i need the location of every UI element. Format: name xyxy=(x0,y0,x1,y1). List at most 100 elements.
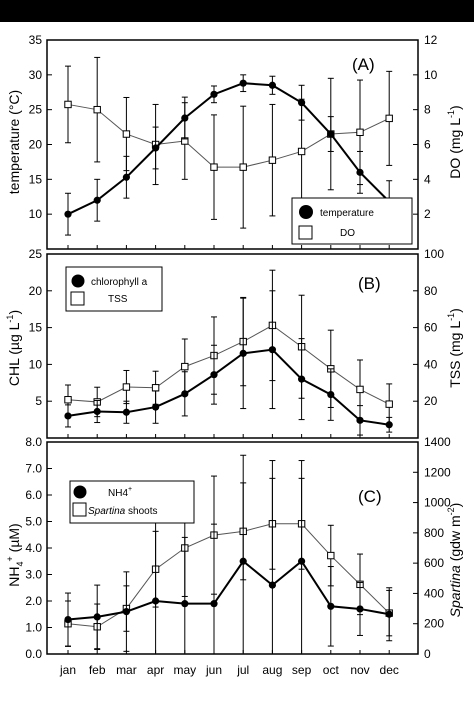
nh4-axis-label: NH4+ (µM) xyxy=(5,523,25,586)
panel-b-tss-point xyxy=(385,400,393,408)
x-tick-label-jun: jun xyxy=(205,663,222,677)
panel-b-chlorophyll-a-point xyxy=(152,403,160,411)
panel-c-right-tick-label: 1000 xyxy=(424,496,451,510)
panel-a-temperature-point xyxy=(64,210,72,218)
panel-a-right-tick-label: 10 xyxy=(424,68,438,82)
panel-b-chlorophyll-a-point xyxy=(210,371,218,379)
panel-a-temperature-point xyxy=(268,81,276,89)
legend-a-do-marker xyxy=(298,225,313,240)
panel-c-nh4-point xyxy=(327,602,335,610)
panel-a-do-point xyxy=(356,128,364,137)
panel-b-left-tick-label: 10 xyxy=(29,357,43,371)
x-tick-label-oct: oct xyxy=(323,663,340,677)
x-tick-label-jan: jan xyxy=(59,663,76,677)
panel-a-temperature-point xyxy=(210,90,218,98)
panel-a-do-point xyxy=(297,147,306,156)
panel-a-do-line xyxy=(67,103,390,168)
panel-a-right-tick-label: 12 xyxy=(424,33,438,47)
legend-a-temperature-marker xyxy=(299,205,313,219)
panel-a-temperature-line xyxy=(67,82,390,216)
legend-a-do-label: DO xyxy=(340,228,355,239)
panel-a-left-tick-label: 15 xyxy=(29,172,43,186)
panel-b-tss-point xyxy=(356,385,364,394)
legend-c-nh4-label: NH4+ xyxy=(108,486,132,499)
x-tick-label-feb: feb xyxy=(89,663,106,677)
panel-c-left-tick-label: 0.0 xyxy=(25,647,42,661)
panel-c-left-tick-label: 2.0 xyxy=(25,594,42,608)
panel-c-nh4-point xyxy=(239,557,247,565)
legend-b: chlorophyll a TSS xyxy=(65,266,163,312)
panel-a-temperature-point xyxy=(152,144,160,152)
panel-c-right-tick-label: 1200 xyxy=(424,465,451,479)
panel-b-right-tick-label: 20 xyxy=(424,394,438,408)
panel-c-spartina-shoots-point xyxy=(327,551,335,560)
panel-b-tss-point xyxy=(122,383,131,391)
panel-b-tss-point xyxy=(181,362,189,371)
x-tick-label-mar: mar xyxy=(116,663,137,677)
panel-a-do-point xyxy=(239,163,247,171)
panel-c-nh4-point xyxy=(64,615,72,624)
panel-a-do-point xyxy=(210,163,218,171)
panel-a-temperature-point xyxy=(327,130,335,138)
panel-a-temperature-point xyxy=(122,173,130,181)
panel-a-right-tick-label: 4 xyxy=(424,172,431,186)
panel-c-right-tick-label: 800 xyxy=(424,526,444,540)
panel-c-left-tick-label: 8.0 xyxy=(25,435,42,449)
panel-b-chlorophyll-a-point xyxy=(181,390,189,398)
panel-c-left-tick-label: 4.0 xyxy=(25,541,42,555)
panel-c-right-tick-label: 400 xyxy=(424,586,444,600)
panel-b-chlorophyll-a-point xyxy=(327,390,335,399)
panel-c-nh4-point xyxy=(385,610,393,618)
x-tick-label-dec: dec xyxy=(380,663,399,677)
panel-c-left-tick-label: 5.0 xyxy=(25,515,42,529)
panel-c-nh4-point xyxy=(298,557,306,565)
panel-a-temperature-point xyxy=(298,99,306,107)
panel-b-chlorophyll-a-point xyxy=(239,349,247,357)
panel-a-temperature-point xyxy=(239,79,247,87)
panel-c-spartina-shoots-line xyxy=(67,523,390,628)
panel-b-right-tick-label: 80 xyxy=(424,284,438,298)
panel-b-frame xyxy=(46,253,419,439)
panel-b-chlorophyll-a-point xyxy=(298,375,306,383)
panel-b-left-tick-label: 15 xyxy=(29,321,43,335)
panel-b-chlorophyll-a-point xyxy=(64,412,72,420)
panel-b-chlorophyll-a-point xyxy=(122,408,130,416)
panel-b-label: (B) xyxy=(358,274,381,293)
panel-a-right-tick-label: 8 xyxy=(424,103,431,117)
panel-b-left-tick-label: 20 xyxy=(29,284,43,298)
legend-c: NH4+ Spartina shoots xyxy=(69,480,195,524)
panel-c-nh4-line xyxy=(67,559,390,621)
legend-c-spartina-label: Spartina shoots xyxy=(88,506,158,517)
panel-b-chlorophyll-a-line xyxy=(67,348,390,426)
legend-b-chl-marker xyxy=(71,274,85,288)
legend-c-box xyxy=(69,480,195,524)
panel-c-nh4-point xyxy=(122,608,130,616)
panel-c-nh4-point xyxy=(181,600,189,608)
x-tick-label-jul: jul xyxy=(236,663,249,677)
panel-a-do-point xyxy=(268,156,277,164)
legend-a-temperature-label: temperature xyxy=(320,208,374,219)
legend-b-chl-label: chlorophyll a xyxy=(91,277,148,288)
panel-a-temperature-point xyxy=(93,196,101,204)
panel-a-left-tick-label: 20 xyxy=(29,138,43,152)
panel-b-right-tick-label: 60 xyxy=(424,321,438,335)
chl-axis-label: CHL (µg L-1) xyxy=(5,310,22,386)
panel-b-chlorophyll-a-point xyxy=(385,421,393,429)
panel-c-left-tick-label: 7.0 xyxy=(25,462,42,476)
panel-b-right-tick-label: 40 xyxy=(424,357,438,371)
panel-a-do-point xyxy=(385,114,393,123)
panel-c-right-tick-label: 0 xyxy=(424,647,431,661)
panel-c-nh4-point xyxy=(356,605,364,613)
panel-a-right-tick-label: 6 xyxy=(424,138,431,152)
top-black-bar xyxy=(0,0,474,22)
x-tick-label-apr: apr xyxy=(147,663,164,677)
panel-a-do-point xyxy=(122,130,131,138)
panel-b-left-tick-label: 25 xyxy=(29,247,43,261)
panels-group: 10 15 20 25 30 35 2 4 6 8 10 12 5 10 15 20 25 20 40 60 80 100… xyxy=(25,33,451,677)
legend-a: temperature DO xyxy=(291,197,413,245)
panel-a-do-point xyxy=(93,105,101,114)
x-tick-label-aug: aug xyxy=(262,663,282,677)
x-tick-label-nov: nov xyxy=(350,663,369,677)
panel-c-nh4-point xyxy=(268,581,276,589)
